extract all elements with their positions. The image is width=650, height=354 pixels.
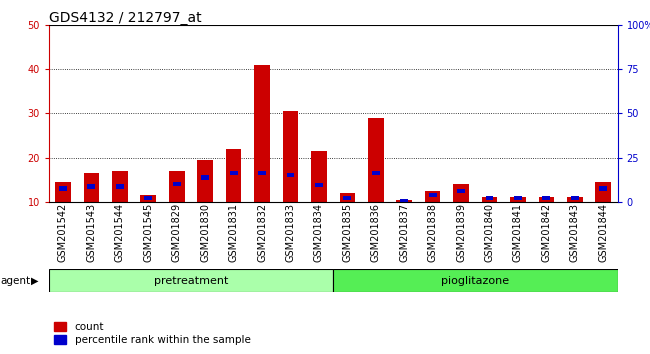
- Bar: [55, 182, 71, 202]
- Text: agent: agent: [1, 275, 31, 286]
- Bar: [599, 186, 607, 191]
- Bar: [226, 149, 241, 202]
- Bar: [368, 118, 384, 202]
- Bar: [425, 191, 441, 202]
- Bar: [283, 111, 298, 202]
- Bar: [567, 198, 582, 202]
- Bar: [140, 195, 156, 202]
- Bar: [510, 198, 526, 202]
- Bar: [169, 171, 185, 202]
- Text: pretreatment: pretreatment: [154, 275, 228, 286]
- Bar: [116, 184, 124, 188]
- Bar: [315, 183, 323, 187]
- Bar: [453, 184, 469, 202]
- Bar: [258, 171, 266, 175]
- Bar: [173, 182, 181, 186]
- Bar: [287, 173, 294, 177]
- Text: ▶: ▶: [31, 275, 39, 286]
- Bar: [543, 196, 551, 200]
- Bar: [198, 160, 213, 202]
- Bar: [88, 184, 96, 188]
- Bar: [49, 269, 333, 292]
- Bar: [333, 269, 618, 292]
- Bar: [144, 196, 152, 200]
- Bar: [84, 173, 99, 202]
- Bar: [229, 171, 237, 175]
- Text: pioglitazone: pioglitazone: [441, 275, 510, 286]
- Bar: [595, 182, 611, 202]
- Bar: [571, 196, 578, 200]
- Bar: [254, 65, 270, 202]
- Bar: [311, 151, 327, 202]
- Legend: count, percentile rank within the sample: count, percentile rank within the sample: [54, 322, 251, 345]
- Bar: [482, 198, 497, 202]
- Text: GDS4132 / 212797_at: GDS4132 / 212797_at: [49, 11, 202, 25]
- Bar: [514, 196, 522, 200]
- Bar: [457, 188, 465, 193]
- Bar: [343, 196, 351, 200]
- Bar: [486, 196, 493, 200]
- Bar: [396, 200, 412, 202]
- Bar: [202, 175, 209, 180]
- Bar: [429, 193, 437, 198]
- Bar: [339, 193, 355, 202]
- Bar: [372, 171, 380, 175]
- Bar: [112, 171, 127, 202]
- Bar: [400, 199, 408, 203]
- Bar: [539, 198, 554, 202]
- Bar: [59, 186, 67, 191]
